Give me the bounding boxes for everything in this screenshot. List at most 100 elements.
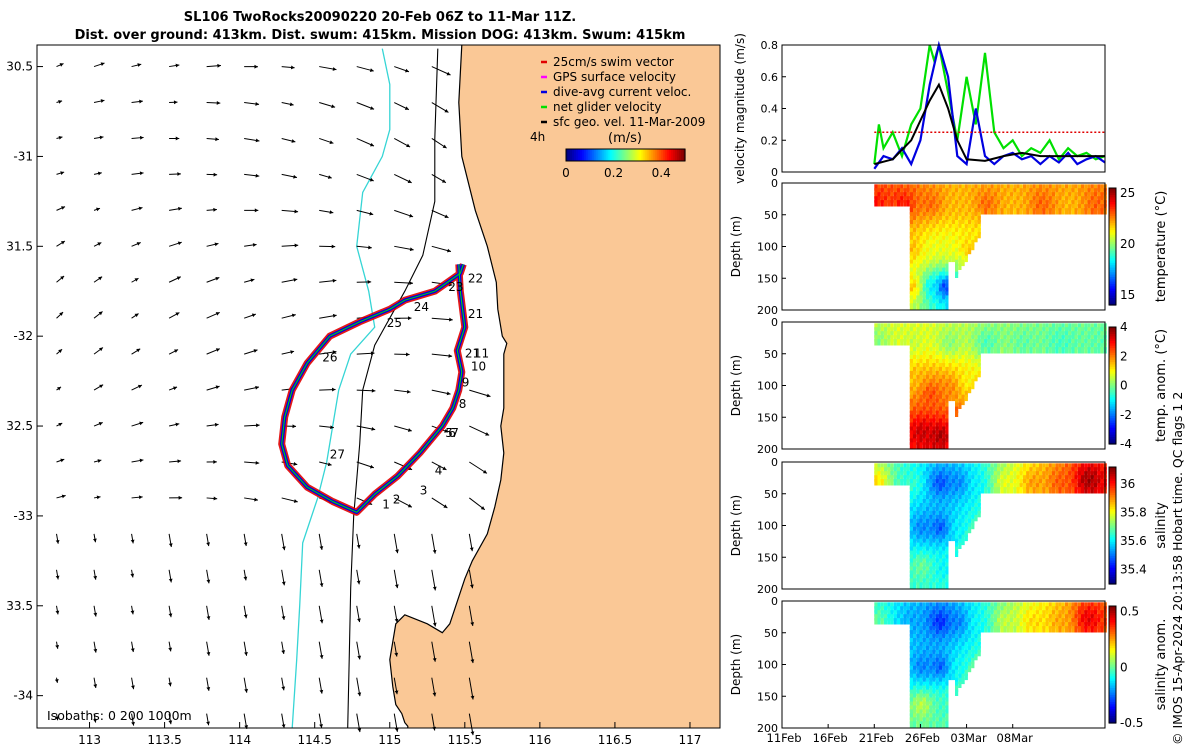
section-cell bbox=[1100, 331, 1104, 338]
section-cell bbox=[929, 247, 933, 255]
current-arrow bbox=[131, 713, 135, 726]
current-arrow-head bbox=[55, 575, 60, 580]
current-arrow-head bbox=[369, 177, 374, 182]
map-y-tick-label: -34 bbox=[13, 689, 33, 703]
current-arrow-head bbox=[139, 458, 144, 463]
section-cell bbox=[1013, 331, 1017, 338]
section-cell bbox=[1013, 475, 1017, 482]
current-arrow bbox=[206, 385, 220, 391]
section-cell bbox=[942, 204, 946, 211]
section-cell bbox=[1009, 626, 1014, 633]
section-cell bbox=[1016, 614, 1020, 621]
section-cell bbox=[913, 363, 917, 370]
section-cell bbox=[935, 247, 939, 255]
section-cell bbox=[1087, 192, 1091, 199]
section-cell bbox=[1042, 471, 1046, 478]
section-cell bbox=[938, 677, 943, 685]
section-cell bbox=[1097, 204, 1101, 211]
current-arrow bbox=[319, 66, 337, 71]
section-cell bbox=[935, 200, 939, 207]
section-cell bbox=[955, 402, 959, 409]
section-cell bbox=[903, 614, 907, 621]
section-cell bbox=[971, 216, 975, 223]
section-cell bbox=[877, 606, 881, 613]
section-cell bbox=[922, 717, 926, 724]
section-cell bbox=[935, 499, 939, 506]
section-cell bbox=[935, 538, 939, 546]
section-cell bbox=[887, 200, 891, 207]
section-cell bbox=[942, 463, 946, 470]
current-arrow-head bbox=[134, 278, 139, 282]
section-cell bbox=[884, 463, 888, 470]
current-arrow bbox=[131, 677, 135, 690]
section-cell bbox=[968, 327, 972, 334]
current-arrow bbox=[431, 138, 447, 149]
section-cell bbox=[1016, 622, 1020, 629]
section-cell bbox=[903, 610, 907, 617]
section-cell bbox=[958, 390, 962, 398]
section-cell bbox=[929, 622, 933, 629]
section-cell bbox=[887, 335, 891, 342]
section-cell bbox=[974, 510, 978, 518]
current-arrow-head bbox=[60, 171, 65, 175]
section-cell bbox=[935, 271, 939, 278]
section-cell bbox=[922, 522, 926, 530]
section-cell bbox=[909, 582, 913, 589]
section-cell bbox=[1042, 347, 1046, 354]
section-cell bbox=[916, 378, 920, 386]
section-cell bbox=[945, 717, 949, 724]
section-cell bbox=[935, 582, 939, 589]
section-cell bbox=[1074, 483, 1078, 490]
section-cell bbox=[922, 578, 926, 585]
section-cell bbox=[1071, 479, 1075, 486]
section-cell bbox=[942, 554, 946, 561]
section-cell bbox=[1055, 184, 1059, 191]
section-colorbar-cell bbox=[1109, 648, 1116, 652]
section-cell bbox=[916, 434, 920, 441]
section-cell bbox=[913, 406, 917, 413]
current-arrow-head bbox=[449, 317, 453, 322]
section-cell bbox=[993, 208, 997, 215]
section-cell bbox=[961, 665, 965, 673]
section-cell bbox=[909, 374, 913, 382]
section-cell bbox=[929, 188, 933, 195]
section-cell bbox=[913, 430, 917, 437]
section-cell bbox=[951, 622, 955, 629]
section-cell bbox=[1003, 479, 1007, 486]
section-cell bbox=[964, 526, 968, 534]
section-cell bbox=[1074, 192, 1078, 199]
section-cell bbox=[1026, 188, 1030, 195]
section-cell bbox=[884, 475, 888, 482]
section-cell bbox=[935, 491, 939, 498]
section-cell bbox=[1032, 606, 1036, 613]
current-arrow-head bbox=[442, 144, 447, 149]
current-arrow bbox=[93, 207, 101, 212]
section-cell bbox=[945, 530, 949, 538]
section-cell bbox=[1077, 208, 1081, 215]
section-cell bbox=[1100, 626, 1104, 633]
section-cell bbox=[1039, 463, 1043, 470]
section-cell bbox=[1019, 200, 1023, 207]
section-cell bbox=[1100, 467, 1104, 474]
section-cell bbox=[1000, 335, 1004, 342]
section-cell bbox=[890, 479, 894, 486]
section-cell bbox=[1019, 487, 1023, 494]
section-cell bbox=[968, 503, 972, 510]
current-arrow bbox=[168, 533, 173, 548]
section-cell bbox=[942, 378, 946, 386]
section-cell bbox=[997, 622, 1001, 629]
section-cell bbox=[951, 184, 955, 191]
section-cell bbox=[945, 681, 949, 688]
section-cell bbox=[1087, 331, 1091, 338]
section-cell bbox=[955, 467, 959, 474]
section-cell bbox=[951, 220, 955, 227]
current-arrow bbox=[56, 348, 63, 355]
section-cell bbox=[945, 442, 949, 449]
section-cell bbox=[938, 196, 943, 203]
section-cell bbox=[1026, 467, 1030, 474]
section-cell bbox=[932, 554, 936, 561]
section-cell bbox=[958, 467, 962, 474]
section-cell bbox=[913, 649, 917, 657]
section-cell bbox=[984, 339, 988, 346]
colorbar-cell bbox=[661, 149, 664, 161]
